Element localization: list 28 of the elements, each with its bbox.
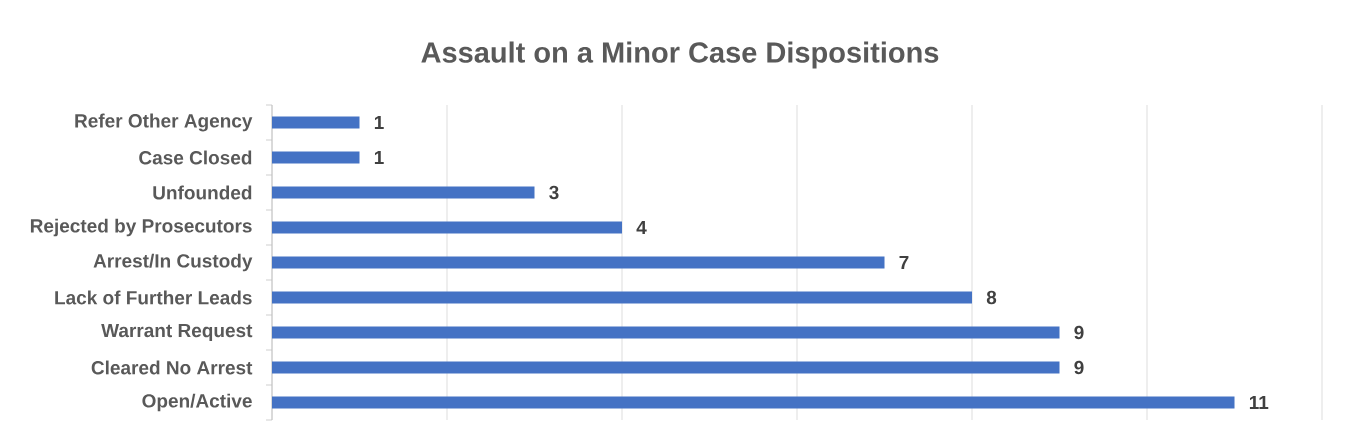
y-tick-label: Warrant Request xyxy=(101,323,253,342)
chart-title: Assault on a Minor Case Dispositions xyxy=(421,41,939,69)
data-label: 7 xyxy=(899,255,909,270)
data-label: 9 xyxy=(1074,360,1084,375)
bar xyxy=(272,326,1060,339)
bar xyxy=(272,221,622,234)
bar xyxy=(272,116,360,129)
y-tick-label: Lack of Further Leads xyxy=(55,290,252,305)
y-tick-label: Cleared No Arrest xyxy=(91,360,253,375)
y-tick-label: Unfounded xyxy=(153,185,252,200)
data-label: 1 xyxy=(374,150,384,165)
bar xyxy=(272,291,973,304)
bar xyxy=(272,151,360,164)
y-tick-label: Rejected by Prosecutors xyxy=(30,218,252,237)
bar xyxy=(272,186,535,199)
data-label: 8 xyxy=(986,290,997,305)
data-label: 4 xyxy=(636,220,647,235)
y-tick-label: Case Closed xyxy=(139,150,252,165)
bar xyxy=(272,361,1060,374)
data-label: 3 xyxy=(549,185,559,200)
data-label: 9 xyxy=(1074,325,1084,340)
y-tick-label: Arrest/In Custody xyxy=(93,253,253,272)
y-tick-label: Refer Other Agency xyxy=(75,113,253,132)
bar xyxy=(272,396,1235,409)
data-label: 1 xyxy=(374,115,384,130)
bar xyxy=(272,256,885,269)
y-tick-label: Open/Active xyxy=(142,393,252,412)
data-label: 11 xyxy=(1249,395,1269,410)
